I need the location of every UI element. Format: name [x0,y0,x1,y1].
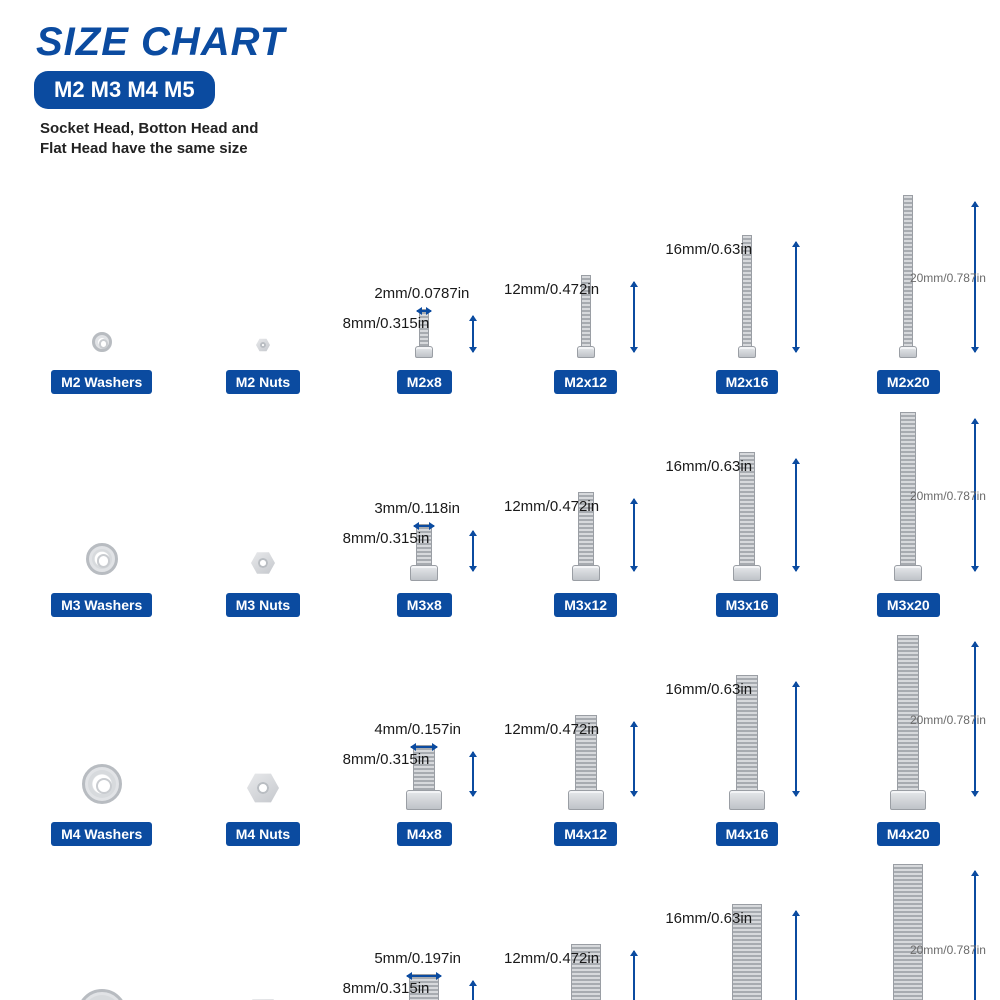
item-label: M2x8 [397,370,452,394]
subtitle-line2: Flat Head have the same size [40,140,248,157]
size-chart-grid: M2 Washers M2 Nuts 8mm/0.315in 2mm/0.0787in… [30,195,980,990]
length-marker-icon [633,951,635,1000]
cell-M5-0: M5 Washers [30,864,173,1000]
length-text: 12mm/0.472in [504,721,599,738]
cell-M2-1: M2 Nuts [191,195,334,394]
cell-M2-0: M2 Washers [30,195,173,394]
cell-M3-3: 12mm/0.472inM3x12 [514,412,657,617]
cell-M2-5: 20mm/0.787inM2x20 [837,195,980,394]
item-label: M2 Washers [51,370,152,394]
diameter-marker-icon [411,746,437,748]
page-title: SIZE CHART [36,20,970,65]
diameter-text: 5mm/0.197in [374,950,461,967]
diameter-marker-icon [407,975,441,977]
nut-icon [256,338,270,352]
item-label: M2x16 [716,370,779,394]
item-label: M4x16 [716,822,779,846]
item-label: M4 Washers [51,822,152,846]
cell-M2-3: 12mm/0.472inM2x12 [514,195,657,394]
length-text: 12mm/0.472in [504,950,599,967]
diameter-text: 2mm/0.0787in [374,285,469,302]
item-label: M4x20 [877,822,940,846]
diameter-marker-icon [414,525,434,527]
cell-M4-1: M4 Nuts [191,635,334,846]
length-marker-icon [974,871,976,1000]
washer-icon [82,764,122,804]
item-label: M3x12 [554,593,617,617]
washer-icon [92,332,112,352]
length-marker-icon [472,981,474,1000]
length-text: 16mm/0.63in [665,681,752,698]
item-label: M4x8 [397,822,452,846]
cell-M3-2: 8mm/0.315in3mm/0.118inM3x8 [353,412,496,617]
washer-icon [86,543,118,575]
cell-M5-2: 8mm/0.315in5mm/0.197inM5x8 [353,864,496,1000]
length-marker-icon [633,499,635,571]
length-text: 8mm/0.315in [343,980,430,997]
length-marker-icon [633,282,635,352]
diameter-text: 3mm/0.118in [374,500,460,517]
length-text: 8mm/0.315in [343,530,430,547]
length-text: 20mm/0.787in [910,943,986,957]
cell-M5-5: 20mm/0.787inM5x20 [837,864,980,1000]
item-label: M2 Nuts [226,370,300,394]
length-marker-icon [633,722,635,796]
cell-M5-3: 12mm/0.472inM5x12 [514,864,657,1000]
cell-M4-4: 16mm/0.63inM4x16 [675,635,818,846]
length-text: 8mm/0.315in [343,751,430,768]
length-marker-icon [472,752,474,796]
cell-M5-1: M5 Nuts [191,864,334,1000]
length-marker-icon [795,242,797,352]
cell-M3-0: M3 Washers [30,412,173,617]
item-label: M2x12 [554,370,617,394]
length-text: 20mm/0.787in [910,489,986,503]
cell-M3-5: 20mm/0.787inM3x20 [837,412,980,617]
length-text: 8mm/0.315in [343,315,430,332]
nut-icon [251,551,275,575]
cell-M4-0: M4 Washers [30,635,173,846]
length-text: 12mm/0.472in [504,281,599,298]
cell-M3-1: M3 Nuts [191,412,334,617]
diameter-marker-icon [417,310,431,312]
diameter-text: 4mm/0.157in [374,721,461,738]
length-marker-icon [795,682,797,796]
length-text: 16mm/0.63in [665,910,752,927]
cell-M3-4: 16mm/0.63inM3x16 [675,412,818,617]
screw-icon [885,864,931,1000]
item-label: M3x16 [716,593,779,617]
cell-M4-2: 8mm/0.315in4mm/0.157inM4x8 [353,635,496,846]
length-text: 12mm/0.472in [504,498,599,515]
cell-M4-5: 20mm/0.787inM4x20 [837,635,980,846]
item-label: M3 Nuts [226,593,300,617]
item-label: M4x12 [554,822,617,846]
subtitle: Socket Head, Botton Head and Flat Head h… [40,119,300,160]
item-label: M3x8 [397,593,452,617]
length-marker-icon [795,459,797,571]
cell-M4-3: 12mm/0.472inM4x12 [514,635,657,846]
length-text: 16mm/0.63in [665,458,752,475]
washer-icon [77,989,127,1000]
length-marker-icon [795,911,797,1000]
subtitle-line1: Socket Head, Botton Head and [40,120,258,137]
length-text: 16mm/0.63in [665,241,752,258]
item-label: M3x20 [877,593,940,617]
length-marker-icon [472,316,474,352]
item-label: M3 Washers [51,593,152,617]
cell-M2-4: 16mm/0.63inM2x16 [675,195,818,394]
item-label: M2x20 [877,370,940,394]
cell-M2-2: 8mm/0.315in2mm/0.0787inM2x8 [353,195,496,394]
nut-icon [247,772,279,804]
item-label: M4 Nuts [226,822,300,846]
length-marker-icon [472,531,474,571]
cell-M5-4: 16mm/0.63inM5x16 [675,864,818,1000]
sizes-pill: M2 M3 M4 M5 [34,71,215,109]
length-text: 20mm/0.787in [910,713,986,727]
length-text: 20mm/0.787in [910,271,986,285]
